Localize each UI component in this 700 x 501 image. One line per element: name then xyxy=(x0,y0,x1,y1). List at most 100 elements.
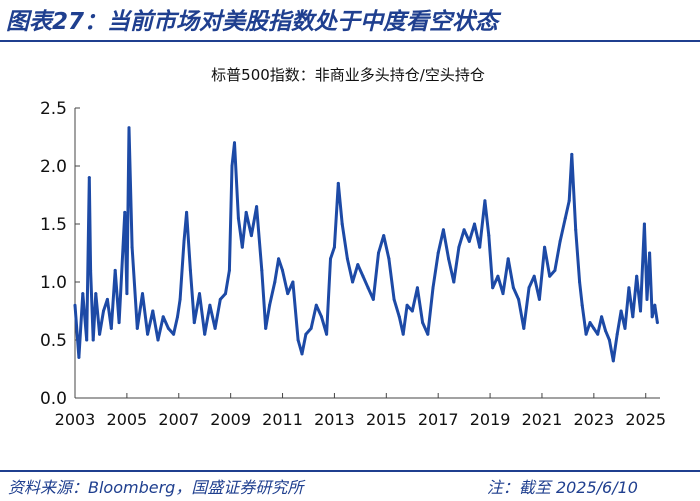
data-point xyxy=(188,268,192,272)
data-point xyxy=(543,245,547,249)
data-point xyxy=(240,245,244,249)
data-point xyxy=(382,234,386,238)
data-point xyxy=(268,303,272,307)
x-axis-ticks: 2003 2005 2007 2009 2011 2013 2015 2017 2019 2021… xyxy=(55,393,666,429)
data-point xyxy=(121,245,125,249)
data-point xyxy=(336,181,340,185)
data-point xyxy=(619,309,623,313)
data-point xyxy=(224,292,227,296)
data-point xyxy=(156,338,160,342)
data-point xyxy=(151,309,155,313)
data-point xyxy=(198,292,201,296)
data-point xyxy=(161,315,165,319)
data-point xyxy=(185,210,189,214)
data-point xyxy=(639,309,642,313)
data-point xyxy=(496,274,500,278)
data-point xyxy=(648,251,652,255)
data-point xyxy=(642,222,646,226)
x-tick-label: 2017 xyxy=(418,410,459,429)
data-point xyxy=(81,292,85,296)
data-point xyxy=(87,176,91,180)
date-note: 注：截至 2025/6/10 xyxy=(486,478,638,497)
data-point xyxy=(578,280,582,284)
y-tick-label: 1.5 xyxy=(40,215,67,235)
data-point xyxy=(607,338,611,342)
data-point xyxy=(491,286,495,290)
data-point xyxy=(277,257,281,261)
data-point xyxy=(553,268,557,272)
data-point xyxy=(218,297,222,301)
data-point xyxy=(233,141,236,145)
x-tick-label: 2021 xyxy=(522,410,563,429)
data-point xyxy=(332,245,336,249)
data-point xyxy=(478,245,482,249)
data-point xyxy=(371,297,375,301)
data-point xyxy=(91,338,95,342)
data-point xyxy=(264,326,268,330)
x-tick-label: 2013 xyxy=(314,410,355,429)
y-tick-label: 0.5 xyxy=(40,331,67,351)
data-point xyxy=(345,257,349,261)
series-line xyxy=(73,126,659,363)
data-point xyxy=(141,292,144,296)
y-axis-ticks: 0.0 0.5 1.0 1.5 2.0 2.5 xyxy=(40,99,80,409)
data-point xyxy=(441,228,445,232)
x-tick-label: 2009 xyxy=(210,410,251,429)
data-point xyxy=(645,297,649,301)
data-point xyxy=(309,326,313,330)
data-point xyxy=(166,326,170,330)
data-point xyxy=(340,222,344,226)
data-point xyxy=(281,268,284,272)
data-point xyxy=(213,326,217,330)
data-point xyxy=(392,297,396,301)
data-point xyxy=(615,332,619,336)
data-point xyxy=(208,303,212,307)
data-point xyxy=(604,329,607,333)
data-point xyxy=(356,263,360,267)
data-point xyxy=(192,321,196,325)
data-point xyxy=(146,332,150,336)
x-tick-label: 2007 xyxy=(158,410,199,429)
data-point xyxy=(431,286,435,290)
data-point xyxy=(127,126,131,130)
y-tick-label: 1.0 xyxy=(40,273,67,293)
data-point xyxy=(182,239,186,243)
data-point xyxy=(244,210,248,214)
x-tick-label: 2011 xyxy=(262,410,303,429)
data-point xyxy=(457,245,461,249)
data-point xyxy=(300,352,304,356)
data-point xyxy=(260,268,264,272)
data-point xyxy=(653,303,657,307)
data-point xyxy=(351,280,355,284)
data-point xyxy=(537,297,541,301)
data-point xyxy=(105,297,109,301)
data-point xyxy=(94,292,98,296)
data-point xyxy=(436,251,440,255)
data-point xyxy=(558,239,562,243)
data-point xyxy=(325,332,329,336)
data-point xyxy=(483,199,487,203)
data-point xyxy=(255,205,259,209)
bottom-divider xyxy=(0,470,700,472)
data-point xyxy=(635,274,639,278)
chart-title: 标普500指数：非商业多头持仓/空头持仓 xyxy=(211,66,485,84)
data-point xyxy=(320,315,323,319)
data-point xyxy=(611,359,615,363)
data-point xyxy=(580,303,584,307)
data-point xyxy=(421,321,425,325)
data-point xyxy=(405,303,409,307)
data-point xyxy=(291,280,295,284)
data-point xyxy=(117,321,121,325)
data-point xyxy=(89,268,93,272)
data-point xyxy=(361,274,365,278)
data-point xyxy=(592,326,596,330)
data-point xyxy=(125,292,129,296)
data-point xyxy=(366,286,370,290)
data-point xyxy=(377,251,380,255)
data-point xyxy=(230,164,234,168)
data-point xyxy=(85,338,89,342)
data-point xyxy=(511,286,515,290)
data-point xyxy=(176,315,179,319)
data-point xyxy=(113,268,117,272)
